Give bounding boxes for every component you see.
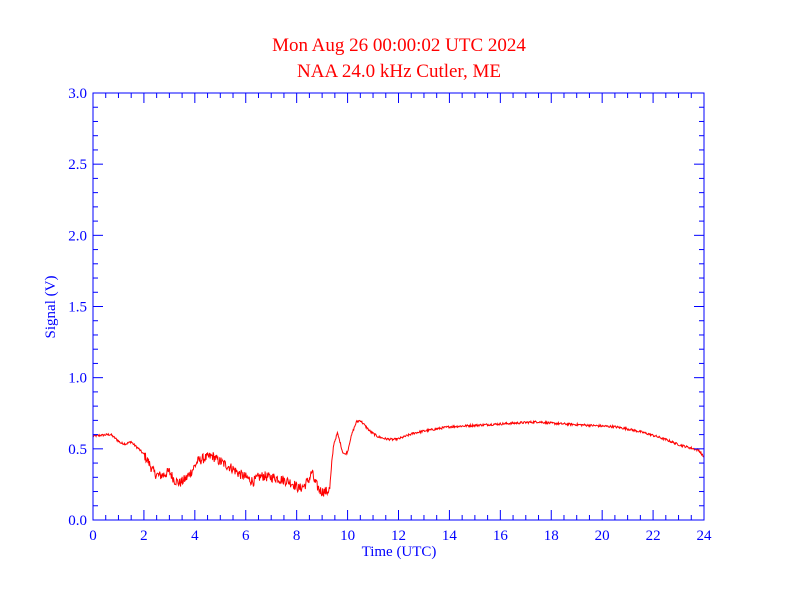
y-tick-label: 0.5 <box>68 442 87 458</box>
chart-subtitle: NAA 24.0 kHz Cutler, ME <box>297 61 501 82</box>
chart-title: Mon Aug 26 00:00:02 UTC 2024 <box>272 35 526 56</box>
y-tick-label: 3.0 <box>68 86 87 102</box>
x-tick-label: 0 <box>89 528 97 544</box>
y-tick-label: 0.0 <box>68 513 87 529</box>
x-tick-label: 6 <box>242 528 250 544</box>
x-tick-label: 22 <box>646 528 661 544</box>
axes-group: 0 2 4 6 8 10 12 14 16 18 20 22 240.00.51.01.52.02.53… <box>68 86 712 544</box>
x-tick-label: 8 <box>293 528 301 544</box>
x-tick-label: 24 <box>697 528 713 544</box>
x-tick-label: 14 <box>442 528 458 544</box>
y-axis-label: Signal (V) <box>43 276 59 339</box>
y-tick-label: 1.0 <box>68 371 87 387</box>
series-group <box>92 419 705 497</box>
x-axis-label: Time (UTC) <box>362 544 437 560</box>
series-line <box>92 419 705 497</box>
x-tick-label: 2 <box>140 528 148 544</box>
x-tick-label: 20 <box>595 528 610 544</box>
y-tick-label: 2.0 <box>68 228 87 244</box>
x-tick-label: 4 <box>191 528 199 544</box>
x-tick-label: 18 <box>544 528 559 544</box>
x-tick-label: 10 <box>340 528 355 544</box>
x-tick-label: 16 <box>493 528 509 544</box>
y-tick-label: 1.5 <box>68 300 87 316</box>
y-tick-label: 2.5 <box>68 157 87 173</box>
x-tick-label: 12 <box>391 528 406 544</box>
